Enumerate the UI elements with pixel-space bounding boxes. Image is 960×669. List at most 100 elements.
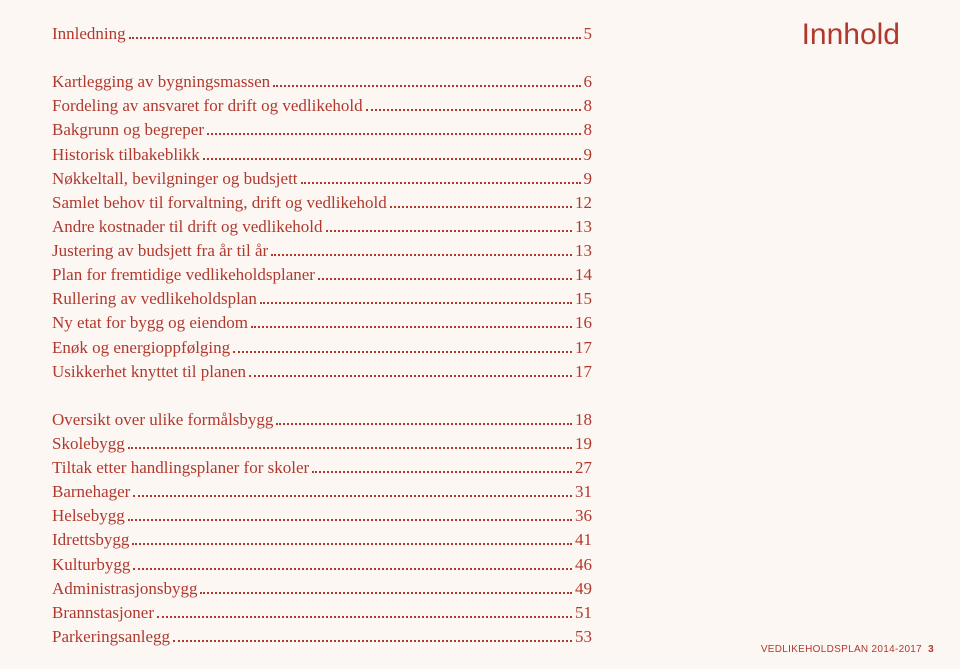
toc-label: Parkeringsanlegg (52, 625, 170, 649)
table-of-contents: Innledning 5 Kartlegging av bygningsmassen… (52, 22, 592, 649)
toc-line: Fordeling av ansvaret for drift og vedli… (52, 94, 592, 118)
toc-dot-leader (132, 530, 572, 545)
toc-label: Plan for fremtidige vedlikeholdsplaner (52, 263, 315, 287)
toc-label: Nøkkeltall, bevilgninger og budsjett (52, 167, 298, 191)
toc-dot-leader (133, 482, 572, 497)
toc-label: Fordeling av ansvaret for drift og vedli… (52, 94, 363, 118)
toc-line: Oversikt over ulike formålsbygg 18 (52, 408, 592, 432)
toc-label: Oversikt over ulike formålsbygg (52, 408, 273, 432)
toc-group-gap (52, 46, 592, 70)
toc-label: Administrasjonsbygg (52, 577, 197, 601)
toc-dot-leader (301, 168, 581, 183)
toc-line: Historisk tilbakeblikk 9 (52, 143, 592, 167)
toc-line: Parkeringsanlegg 53 (52, 625, 592, 649)
toc-line: Enøk og energioppfølging 17 (52, 336, 592, 360)
toc-page-number: 14 (575, 263, 592, 287)
toc-label: Usikkerhet knyttet til planen (52, 360, 246, 384)
toc-page-number: 17 (575, 360, 592, 384)
toc-line: Usikkerhet knyttet til planen 17 (52, 360, 592, 384)
toc-dot-leader (312, 458, 572, 473)
toc-page-number: 8 (584, 118, 593, 142)
toc-page-number: 51 (575, 601, 592, 625)
toc-line: Bakgrunn og begreper 8 (52, 118, 592, 142)
toc-line: Tiltak etter handlingsplaner for skoler 2… (52, 456, 592, 480)
toc-line: Kartlegging av bygningsmassen 6 (52, 70, 592, 94)
toc-label: Enøk og energioppfølging (52, 336, 230, 360)
toc-label: Ny etat for bygg og eiendom (52, 311, 248, 335)
toc-line: Brannstasjoner 51 (52, 601, 592, 625)
toc-dot-leader (276, 409, 572, 424)
toc-line: Barnehager 31 (52, 480, 592, 504)
toc-line: Administrasjonsbygg 49 (52, 577, 592, 601)
toc-label: Kulturbygg (52, 553, 130, 577)
toc-page-number: 27 (575, 456, 592, 480)
toc-line: Idrettsbygg 41 (52, 528, 592, 552)
toc-dot-leader (173, 627, 572, 642)
toc-page-number: 15 (575, 287, 592, 311)
toc-dot-leader (200, 578, 572, 593)
toc-line: Nøkkeltall, bevilgninger og budsjett 9 (52, 167, 592, 191)
footer-text: VEDLIKEHOLDSPLAN 2014-2017 (761, 644, 922, 655)
toc-page-number: 41 (575, 528, 592, 552)
toc-line: Plan for fremtidige vedlikeholdsplaner 14 (52, 263, 592, 287)
toc-page-number: 31 (575, 480, 592, 504)
toc-dot-leader (233, 337, 572, 352)
toc-page-number: 9 (584, 167, 593, 191)
page-footer: VEDLIKEHOLDSPLAN 2014-2017 3 (761, 644, 934, 655)
toc-page-number: 13 (575, 215, 592, 239)
toc-page-number: 36 (575, 504, 592, 528)
toc-line: Rullering av vedlikeholdsplan 15 (52, 287, 592, 311)
toc-dot-leader (133, 554, 572, 569)
toc-label: Kartlegging av bygningsmassen (52, 70, 270, 94)
toc-page-number: 17 (575, 336, 592, 360)
toc-page-number: 49 (575, 577, 592, 601)
toc-dot-leader (129, 24, 581, 39)
toc-line: Kulturbygg 46 (52, 553, 592, 577)
toc-label: Barnehager (52, 480, 130, 504)
toc-page-number: 6 (584, 70, 593, 94)
toc-label: Samlet behov til forvaltning, drift og v… (52, 191, 387, 215)
toc-label: Justering av budsjett fra år til år (52, 239, 268, 263)
toc-dot-leader (203, 144, 581, 159)
toc-line: Helsebygg 36 (52, 504, 592, 528)
toc-page-number: 13 (575, 239, 592, 263)
toc-dot-leader (366, 96, 581, 111)
toc-label: Skolebygg (52, 432, 125, 456)
toc-line: Skolebygg 19 (52, 432, 592, 456)
page-container: Innhold Innledning 5 Kartlegging av bygnin… (0, 0, 960, 669)
toc-dot-leader (326, 217, 572, 232)
toc-label: Historisk tilbakeblikk (52, 143, 200, 167)
toc-group-gap (52, 384, 592, 408)
toc-label: Rullering av vedlikeholdsplan (52, 287, 257, 311)
toc-page-number: 16 (575, 311, 592, 335)
toc-label: Helsebygg (52, 504, 125, 528)
toc-dot-leader (207, 120, 580, 135)
toc-dot-leader (128, 434, 572, 449)
toc-line: Samlet behov til forvaltning, drift og v… (52, 191, 592, 215)
toc-page-number: 5 (584, 22, 593, 46)
toc-dot-leader (271, 241, 572, 256)
toc-page-number: 8 (584, 94, 593, 118)
toc-page-number: 12 (575, 191, 592, 215)
toc-line: Justering av budsjett fra år til år 13 (52, 239, 592, 263)
footer-page-number: 3 (928, 644, 934, 655)
toc-dot-leader (251, 313, 572, 328)
toc-dot-leader (273, 72, 580, 87)
toc-page-number: 19 (575, 432, 592, 456)
toc-page-number: 18 (575, 408, 592, 432)
page-heading: Innhold (802, 18, 900, 52)
toc-page-number: 53 (575, 625, 592, 649)
toc-dot-leader (128, 506, 572, 521)
toc-dot-leader (318, 265, 572, 280)
toc-dot-leader (390, 192, 572, 207)
toc-line: Andre kostnader til drift og vedlikehold… (52, 215, 592, 239)
toc-label: Tiltak etter handlingsplaner for skoler (52, 456, 309, 480)
toc-label: Brannstasjoner (52, 601, 154, 625)
toc-label: Innledning (52, 22, 126, 46)
toc-dot-leader (249, 361, 572, 376)
toc-label: Andre kostnader til drift og vedlikehold (52, 215, 323, 239)
toc-label: Idrettsbygg (52, 528, 129, 552)
toc-label: Bakgrunn og begreper (52, 118, 204, 142)
toc-page-number: 9 (584, 143, 593, 167)
toc-page-number: 46 (575, 553, 592, 577)
